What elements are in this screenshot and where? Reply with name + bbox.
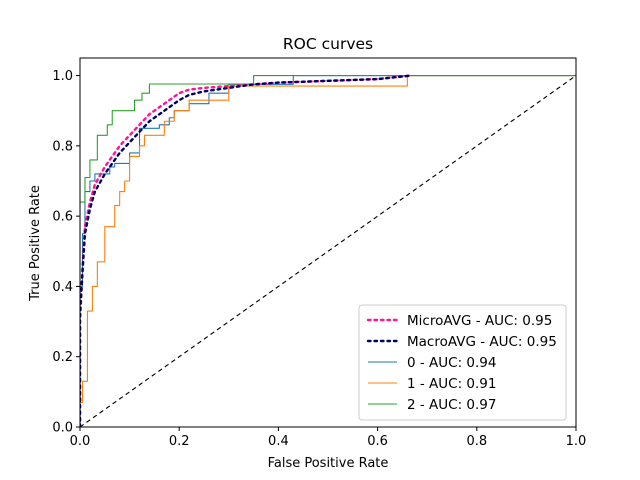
- legend-label: MacroAVG - AUC: 0.95: [407, 334, 557, 350]
- y-tick-label: 0.0: [52, 421, 73, 436]
- x-tick-label: 0.6: [367, 434, 388, 449]
- axes: 0.0 0.2 0.4 0.6 0.8 1.0 0.0 0.2 0.4 0.6 0.8 1.0: [52, 57, 587, 449]
- legend-label: 1 - AUC: 0.91: [407, 376, 496, 392]
- series-line-2: [80, 75, 576, 427]
- x-tick-label: 0.0: [70, 434, 91, 449]
- legend-label: MicroAVG - AUC: 0.95: [407, 313, 552, 329]
- y-tick-label: 0.2: [52, 350, 73, 365]
- y-tick-label: 0.8: [52, 139, 73, 154]
- legend-box: [358, 304, 567, 421]
- x-tick-label: 0.8: [466, 434, 487, 449]
- legend-label: 0 - AUC: 0.94: [407, 355, 496, 371]
- plot-area: [80, 74, 576, 427]
- x-tick-label: 0.2: [169, 434, 190, 449]
- x-tick-label: 1.0: [566, 434, 587, 449]
- x-axis-label: False Positive Rate: [268, 456, 389, 471]
- series-line-0: [80, 75, 576, 427]
- series-line-chance-diagonal: [80, 75, 576, 427]
- series-line-microavg: [80, 74, 413, 427]
- x-tick-label: 0.4: [268, 434, 289, 449]
- legend: MicroAVG - AUC: 0.95 MacroAVG - AUC: 0.95…: [358, 304, 567, 421]
- legend-label: 2 - AUC: 0.97: [407, 397, 496, 413]
- series-line-macroavg: [80, 74, 413, 427]
- y-tick-label: 1.0: [52, 69, 73, 84]
- y-axis-label: True Positive Rate: [28, 185, 43, 302]
- axes-frame: [79, 57, 577, 428]
- y-tick-label: 0.4: [52, 280, 73, 295]
- chart-title: ROC curves: [283, 35, 373, 53]
- y-tick-label: 0.6: [52, 210, 73, 225]
- series-line-1: [80, 75, 576, 427]
